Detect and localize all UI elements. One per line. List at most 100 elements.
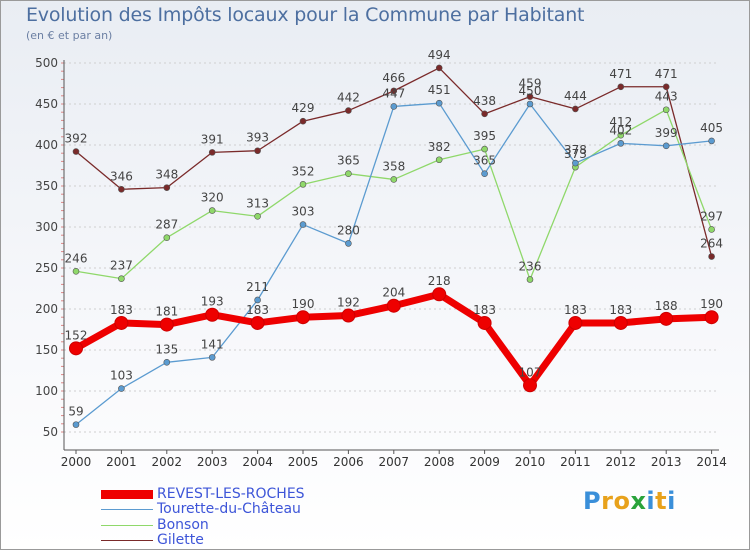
data-point	[526, 276, 534, 283]
x-tick-label: 2004	[242, 455, 273, 469]
data-point	[481, 145, 488, 153]
series-line-tourette-du-ch-teau	[75, 102, 713, 426]
legend-swatch	[101, 525, 153, 526]
data-point	[163, 358, 171, 366]
data-point	[296, 310, 310, 325]
data-label: 365	[337, 154, 360, 168]
data-point	[662, 106, 670, 114]
data-point	[163, 234, 171, 241]
data-point	[708, 226, 715, 233]
data-label: 395	[473, 129, 496, 143]
data-point	[208, 354, 216, 361]
data-label: 218	[428, 274, 451, 288]
x-tick-label: 2013	[651, 455, 682, 469]
data-label: 264	[700, 237, 723, 251]
x-tick-label: 2000	[61, 455, 92, 469]
data-point	[617, 140, 625, 147]
data-point	[390, 176, 398, 183]
x-tick-label: 2011	[560, 455, 591, 469]
data-label: 373	[564, 147, 587, 161]
data-point	[572, 105, 579, 113]
y-tick-label: 450	[35, 97, 58, 111]
data-label: 399	[655, 126, 678, 140]
data-label: 466	[382, 71, 405, 85]
data-label: 443	[655, 90, 678, 104]
data-point	[708, 137, 715, 145]
x-tick-label: 2010	[515, 455, 546, 469]
data-label: 391	[201, 132, 224, 146]
logo-letter: o	[613, 487, 631, 515]
data-label: 183	[246, 303, 269, 317]
data-point	[435, 156, 443, 164]
legend-label: Tourette-du-Château	[157, 501, 301, 517]
legend-label: Gilette	[157, 532, 204, 548]
data-point	[118, 385, 125, 392]
data-label: 190	[292, 297, 315, 311]
data-point	[72, 148, 80, 155]
data-point	[299, 181, 307, 188]
data-point	[345, 170, 352, 177]
data-point	[299, 221, 307, 228]
x-tick-label: 2002	[152, 455, 183, 469]
data-label: 393	[246, 131, 269, 145]
data-label: 193	[201, 295, 224, 309]
data-label: 378	[564, 143, 587, 157]
data-label: 494	[428, 48, 451, 62]
data-point	[526, 93, 534, 100]
data-label: 183	[564, 303, 587, 317]
legend-label: REVEST-LES-ROCHES	[157, 486, 305, 502]
data-label: 103	[110, 369, 133, 383]
data-label: 135	[155, 342, 178, 356]
data-point	[432, 287, 447, 302]
data-point	[662, 83, 670, 91]
x-tick-label: 2007	[379, 455, 410, 469]
logo-letter: i	[646, 487, 656, 515]
y-tick-label: 500	[35, 56, 58, 70]
data-label: 352	[292, 164, 315, 178]
data-label: 287	[155, 218, 178, 232]
legend-swatch	[101, 490, 153, 499]
data-point	[390, 103, 398, 110]
data-point	[708, 253, 715, 260]
data-label: 190	[700, 297, 723, 311]
data-point	[118, 275, 125, 282]
y-tick-label: 100	[35, 384, 58, 398]
data-label: 402	[609, 123, 632, 137]
x-tick-label: 2001	[106, 455, 137, 469]
data-point	[69, 341, 83, 356]
logo-letter: x	[630, 487, 647, 515]
x-tick-label: 2009	[469, 455, 500, 469]
data-label: 246	[65, 251, 88, 265]
data-label-layer: 392 346 348 391 393 429 442 466 494 438 459 444 471 4…	[65, 48, 724, 419]
proxiti-logo: Proxiti	[583, 487, 676, 515]
y-tick-label: 300	[35, 220, 58, 234]
data-point	[435, 99, 443, 107]
data-label: 459	[519, 77, 542, 91]
y-tick-label: 250	[35, 261, 58, 275]
data-label: 237	[110, 259, 133, 273]
series-layer	[69, 64, 719, 428]
x-tick-label: 2005	[288, 455, 319, 469]
x-tick-label: 2014	[696, 455, 727, 469]
data-label: 236	[519, 259, 542, 273]
data-label: 107	[519, 365, 542, 379]
data-point	[481, 110, 488, 118]
data-point	[254, 213, 261, 220]
data-point	[659, 311, 674, 326]
data-label: 444	[564, 89, 587, 103]
data-point	[704, 310, 719, 325]
logo-letter: P	[583, 487, 602, 515]
data-label: 192	[337, 296, 360, 310]
x-tick-label: 2003	[197, 455, 228, 469]
data-point	[163, 184, 171, 191]
axis-layer: 50 100 150 200 250 300 350 400 450 500 2000 2001 200…	[35, 56, 727, 469]
logo-letter: r	[601, 487, 614, 515]
y-tick-label: 400	[35, 138, 58, 152]
data-label: 320	[201, 191, 224, 205]
data-point	[481, 170, 488, 177]
x-tick-label: 2008	[424, 455, 455, 469]
data-label: 204	[382, 286, 405, 300]
data-label: 297	[700, 209, 723, 223]
chart-title: Evolution des Impôts locaux pour la Comm…	[26, 4, 585, 26]
